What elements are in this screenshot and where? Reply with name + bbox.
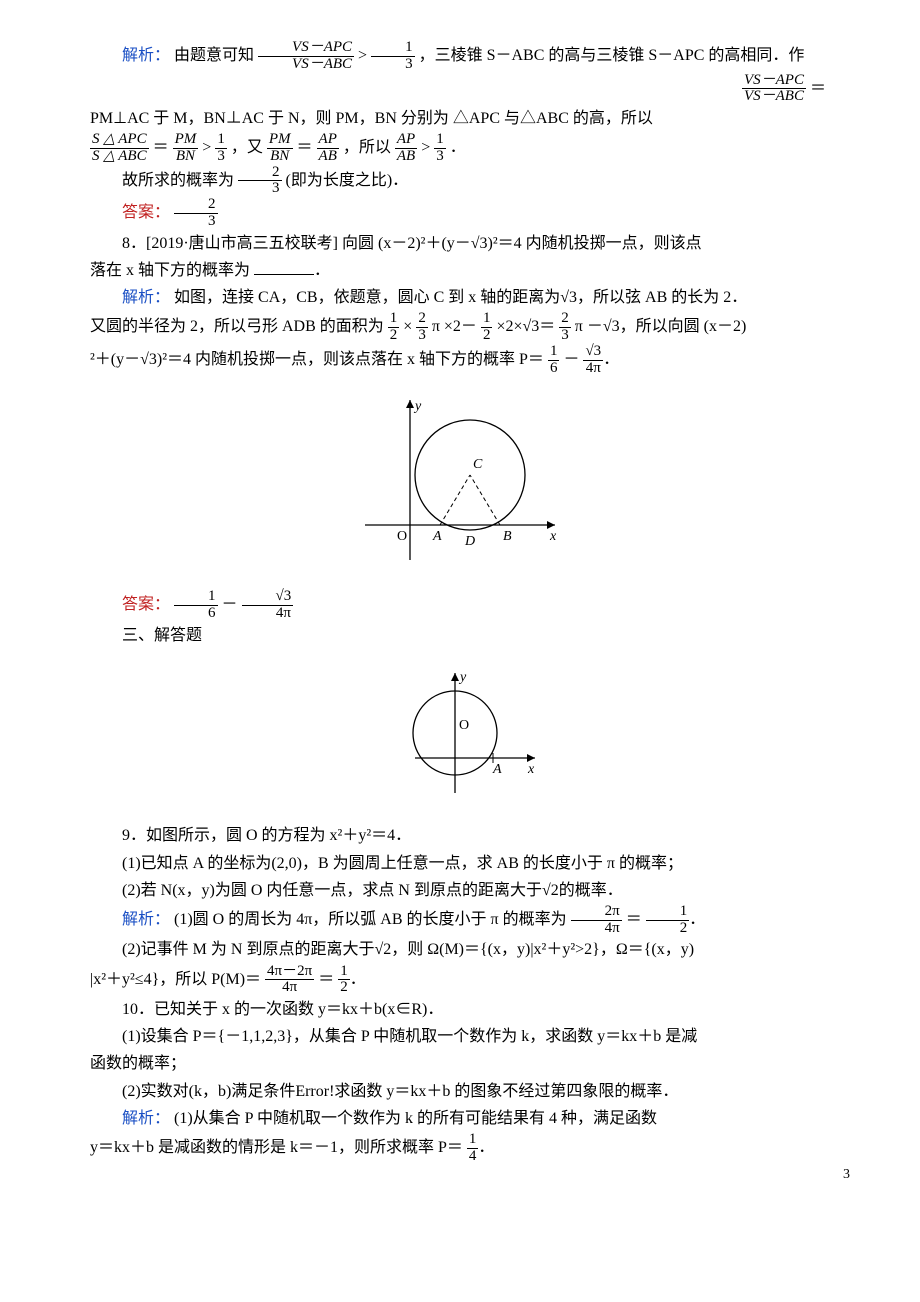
page-root: 解析： 由题意可知 VS－APC VS－ABC > 1 3 ，三棱锥 S－ABC… [0, 0, 920, 1205]
p7-analysis-line3: PM⊥AC 于 M，BN⊥AC 于 N，则 PM，BN 分别为 △APC 与△A… [90, 105, 830, 132]
figure-circle-origin: y x O A [90, 663, 830, 812]
page-number: 3 [843, 1163, 850, 1187]
analysis-label: 解析： [122, 47, 170, 64]
p9-ana-2b: |x²＋y²≤4}，所以 P(M)＝ 4π－2π4π ＝ 12． [90, 964, 830, 997]
figure-circle-chord: y x O A B C D [90, 390, 830, 579]
axis-y-label: y [458, 670, 467, 685]
p8-head-2: 落在 x 轴下方的概率为 ． [90, 257, 830, 284]
p8-answer: 答案： 16 － √34π [90, 589, 830, 622]
p8-ana-3: ²＋(y－√3)²＝4 内随机投掷一点，则该点落在 x 轴下方的概率 P＝ 16… [90, 344, 830, 377]
p7-answer: 答案： 2 3 [90, 197, 830, 230]
p8-head-1: 8．[2019·唐山市高三五校联考] 向圆 (x－2)²＋(y－√3)²＝4 内… [90, 230, 830, 257]
point-A: A [432, 529, 442, 544]
frac-12: 12 [388, 311, 400, 344]
p10-ana-b: y＝kx＋b 是减函数的情形是 k＝－1，则所求概率 P＝ 14． [90, 1132, 830, 1165]
gt: > [358, 47, 367, 64]
section-3-heading: 三、解答题 [90, 622, 830, 649]
frac-vol-ratio-1: VS－APC VS－ABC [258, 40, 354, 73]
fill-blank [254, 260, 314, 275]
p9-q2: (2)若 N(x，y)为圆 O 内任意一点，求点 N 到原点的距离大于√2的概率… [90, 877, 830, 904]
frac-r3-4pi: √34π [583, 344, 603, 377]
p10-q2: (2)实数对(k，b)满足条件Error!求函数 y＝kx＋b 的图象不经过第四… [90, 1078, 830, 1105]
p7-analysis-line4: S △ APC S △ ABC ＝ PM BN > 1 3 ，又 PM BN ＝… [90, 132, 830, 165]
answer-label: 答案： [122, 596, 170, 613]
frac-16: 16 [548, 344, 560, 377]
frac-area-ratio: S △ APC S △ ABC [90, 132, 149, 165]
p10-q1b: 函数的概率； [90, 1050, 830, 1077]
p9-ana-2a: (2)记事件 M 为 N 到原点的距离大于√2，则 Ω(M)＝{(x，y)|x²… [90, 936, 830, 963]
frac-12b: 12 [338, 964, 350, 997]
p10-q1a: (1)设集合 P＝{－1,1,2,3}，从集合 P 中随机取一个数作为 k，求函… [90, 1023, 830, 1050]
frac-23: 23 [416, 311, 428, 344]
frac-vol-ratio-2: VS－APC VS－ABC [742, 73, 806, 106]
answer-label: 答案： [122, 204, 170, 221]
frac-23b: 23 [559, 311, 571, 344]
point-B: B [503, 529, 512, 544]
frac-one-third-3: 1 3 [434, 132, 446, 165]
axis-x-label: x [549, 529, 557, 544]
axis-x-label: x [527, 762, 535, 777]
frac-two-thirds: 2 3 [238, 165, 282, 198]
frac-2pi-4pi: 2π4π [571, 904, 622, 937]
frac-ap-ab-2: AP AB [395, 132, 417, 165]
frac-12: 12 [646, 904, 690, 937]
p9-q1: (1)已知点 A 的坐标为(2,0)，B 为圆周上任意一点，求 AB 的长度小于… [90, 850, 830, 877]
p10-head: 10．已知关于 x 的一次函数 y＝kx＋b(x∈R)． [90, 996, 830, 1023]
point-C: C [473, 457, 483, 472]
frac-ap-ab: AP AB [317, 132, 339, 165]
point-D: D [464, 534, 475, 549]
frac-12b: 12 [481, 311, 493, 344]
p7-analysis-line1: 解析： 由题意可知 VS－APC VS－ABC > 1 3 ，三棱锥 S－ABC… [90, 40, 830, 73]
frac-pm-ab: PM BN [267, 132, 293, 165]
p7-analysis-line2: VS－APC VS－ABC ＝ [90, 73, 830, 106]
point-A: A [492, 762, 502, 777]
p8-ana-2: 又圆的半径为 2，所以弓形 ADB 的面积为 12 × 23 π ×2－ 12 … [90, 311, 830, 344]
analysis-label: 解析： [122, 1110, 170, 1127]
p7-conclusion: 故所求的概率为 2 3 (即为长度之比)． [90, 165, 830, 198]
frac-one-third: 1 3 [371, 40, 415, 73]
frac-4pi-2pi: 4π－2π4π [265, 964, 314, 997]
origin-label: O [459, 718, 469, 733]
analysis-label: 解析： [122, 911, 170, 928]
frac-two-thirds-ans: 2 3 [174, 197, 218, 230]
frac-14: 14 [467, 1132, 479, 1165]
p7-text-b: ，三棱锥 S－ABC 的高与三棱锥 S－APC 的高相同．作 [419, 47, 805, 64]
frac-r3-4pi-ans: √34π [242, 589, 294, 622]
frac-16-ans: 16 [174, 589, 218, 622]
axis-y-label: y [413, 399, 422, 414]
p9-head: 9．如图所示，圆 O 的方程为 x²＋y²＝4． [90, 822, 830, 849]
analysis-label: 解析： [122, 289, 170, 306]
p8-ana-1: 解析： 如图，连接 CA，CB，依题意，圆心 C 到 x 轴的距离为√3，所以弦… [90, 284, 830, 311]
p10-ana-a: 解析： (1)从集合 P 中随机取一个数作为 k 的所有可能结果有 4 种，满足… [90, 1105, 830, 1132]
frac-one-third-2: 1 3 [215, 132, 227, 165]
origin-label: O [397, 529, 407, 544]
p9-ana-1: 解析： (1)圆 O 的周长为 4π，所以弧 AB 的长度小于 π 的概率为 2… [90, 904, 830, 937]
frac-pm-bn: PM BN [173, 132, 199, 165]
p7-text: 由题意可知 [174, 47, 254, 64]
